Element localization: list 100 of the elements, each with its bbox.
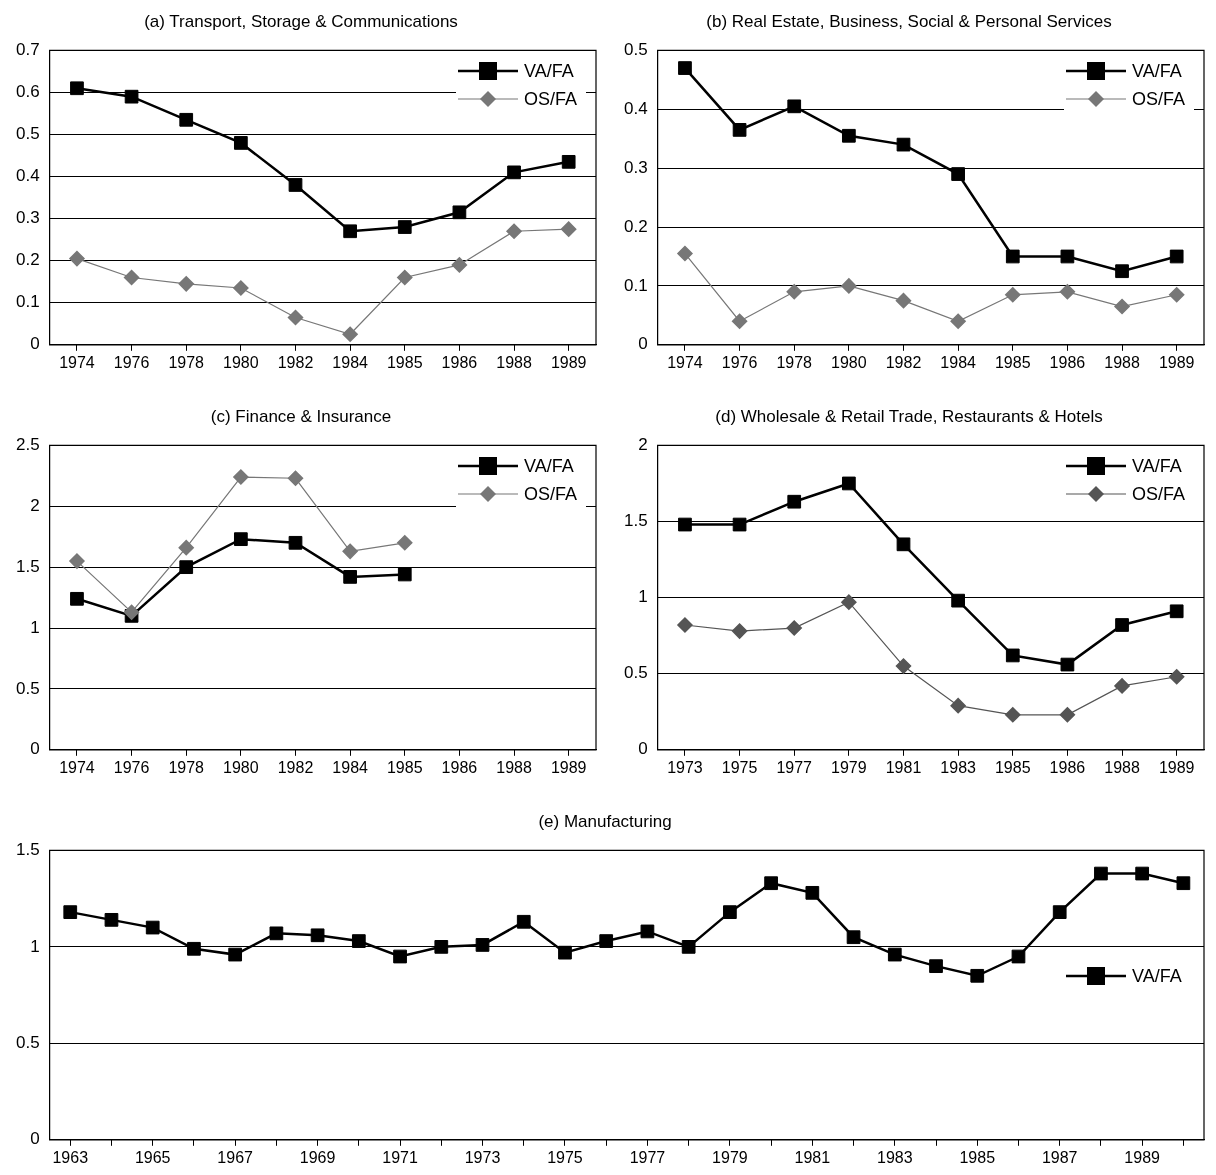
x-tick-label: 1975	[721, 758, 758, 776]
point	[506, 223, 522, 239]
x-tick-label: 1969	[299, 1148, 336, 1166]
point	[228, 947, 243, 962]
point	[351, 934, 366, 948]
point	[1059, 707, 1076, 723]
point	[561, 154, 576, 169]
x-tick-label: 1977	[629, 1148, 666, 1166]
legend-label: OS/FA	[1132, 89, 1186, 110]
x-tick-label: 1975	[547, 1148, 583, 1166]
x-tick-label: 1988	[1104, 758, 1140, 776]
point	[1176, 876, 1191, 891]
point	[1115, 264, 1129, 279]
x-tick-label: 1979	[712, 1148, 748, 1166]
x-tick-label: 1977	[776, 758, 813, 776]
y-tick-label: 0.1	[623, 275, 648, 295]
point	[70, 591, 84, 606]
x-tick-label: 1989	[550, 353, 587, 371]
point	[1052, 905, 1067, 919]
y-tick-label: 0.2	[623, 216, 648, 236]
point	[1005, 287, 1021, 303]
point	[178, 276, 194, 292]
y-tick-label: 0.5	[15, 124, 40, 144]
x-tick-label: 1984	[332, 758, 369, 776]
x-tick-label: 1980	[223, 758, 259, 776]
point	[1168, 287, 1185, 303]
point	[640, 924, 655, 939]
point	[842, 128, 856, 143]
point	[677, 617, 693, 633]
x-tick-label: 1989	[1158, 353, 1195, 371]
y-tick-label: 0	[30, 1129, 40, 1149]
legend-label: OS/FA	[1132, 484, 1186, 505]
point	[1115, 618, 1129, 632]
y-tick-label: 0.5	[623, 663, 648, 683]
point	[764, 876, 778, 891]
x-tick-label: 1980	[831, 353, 867, 371]
point	[1005, 249, 1020, 264]
legend-label: VA/FA	[524, 456, 574, 477]
point	[1094, 866, 1108, 881]
point	[731, 623, 748, 639]
point	[731, 313, 748, 329]
point	[1005, 648, 1020, 663]
point	[179, 112, 194, 127]
point	[732, 123, 747, 137]
y-tick-label: 0.5	[623, 40, 648, 60]
point	[895, 292, 912, 309]
point	[343, 224, 357, 239]
x-tick-label: 1985	[994, 758, 1031, 776]
x-tick-label: 1983	[940, 758, 977, 776]
point	[287, 309, 304, 326]
x-tick-label: 1985	[959, 1148, 996, 1166]
x-tick-label: 1988	[496, 758, 532, 776]
x-tick-label: 1987	[1041, 1148, 1078, 1166]
x-tick-label: 1986	[1049, 353, 1086, 371]
x-tick-label: 1989	[1158, 758, 1195, 776]
point	[1060, 249, 1075, 264]
point	[1135, 866, 1150, 881]
point	[507, 165, 521, 180]
point	[846, 930, 861, 945]
x-tick-label: 1973	[464, 1148, 501, 1166]
point	[397, 269, 413, 286]
point	[70, 81, 84, 96]
point	[475, 938, 490, 952]
y-tick-label: 1	[30, 936, 40, 956]
legend-label: OS/FA	[524, 484, 578, 505]
x-tick-label: 1976	[721, 353, 758, 371]
x-tick-label: 1985	[386, 353, 423, 371]
y-tick-label: 2	[30, 495, 40, 515]
legend-label: VA/FA	[1132, 966, 1182, 987]
point	[310, 928, 325, 943]
y-tick-label: 2.5	[15, 435, 40, 455]
y-tick-label: 0.7	[15, 40, 40, 60]
legend-label: OS/FA	[524, 89, 578, 110]
x-tick-label: 1978	[168, 758, 205, 776]
x-tick-label: 1984	[332, 353, 369, 371]
point	[397, 220, 412, 234]
point	[234, 532, 248, 547]
y-tick-label: 0.5	[15, 1033, 40, 1053]
point	[970, 968, 985, 983]
point	[681, 940, 696, 954]
point	[397, 535, 413, 551]
x-tick-label: 1986	[1049, 758, 1086, 776]
y-tick-label: 1.5	[15, 556, 40, 576]
point	[786, 284, 802, 300]
x-tick-label: 1976	[113, 758, 150, 776]
point	[269, 926, 284, 941]
x-tick-label: 1984	[940, 353, 977, 371]
point	[1059, 284, 1076, 300]
y-tick-label: 0	[30, 334, 40, 354]
point	[951, 167, 965, 181]
y-tick-label: 0.4	[623, 98, 648, 118]
x-tick-label: 1983	[877, 1148, 913, 1166]
y-tick-label: 0.5	[15, 678, 40, 698]
point	[1011, 949, 1026, 964]
y-tick-label: 1.5	[623, 511, 648, 531]
point	[732, 517, 747, 532]
point	[452, 205, 467, 220]
point	[1169, 249, 1184, 264]
point	[887, 947, 902, 962]
x-tick-label: 1973	[667, 758, 703, 776]
